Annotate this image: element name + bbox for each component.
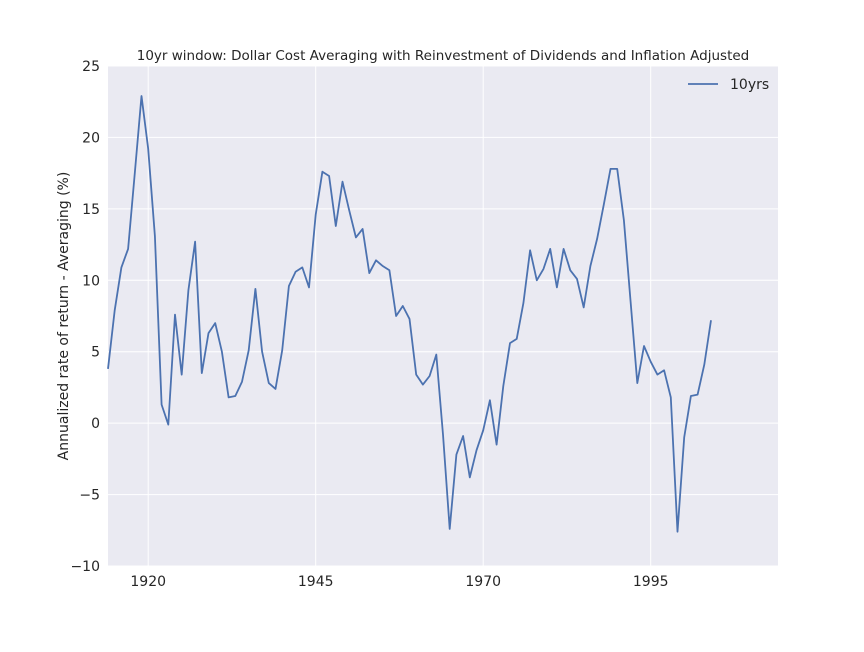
y-tick-label: −10 [70,559,100,575]
y-tick-label: 10 [82,273,100,289]
x-tick-label: 1920 [130,574,166,590]
plot-area [108,66,778,566]
grid-lines [108,65,778,567]
y-tick-label: 20 [82,130,100,146]
y-axis-label: Annualized rate of return - Averaging (%… [56,172,72,461]
tick-labels: −10 −5 0 5 10 15 20 25 1920 1945 1970 1995 [70,59,668,590]
y-tick-label: 15 [82,202,100,218]
x-tick-label: 1945 [298,574,334,590]
y-tick-label: 0 [91,416,100,432]
x-tick-label: 1970 [465,574,501,590]
legend: 10yrs [688,77,769,93]
y-tick-label: 25 [82,59,100,75]
chart-title: 10yr window: Dollar Cost Averaging with … [137,48,749,64]
series-line-10yrs [107,95,712,533]
x-tick-label: 1995 [633,574,669,590]
y-tick-label: 5 [91,345,100,361]
legend-label: 10yrs [730,77,769,93]
y-tick-label: −5 [79,488,100,504]
series-lines [107,95,712,533]
